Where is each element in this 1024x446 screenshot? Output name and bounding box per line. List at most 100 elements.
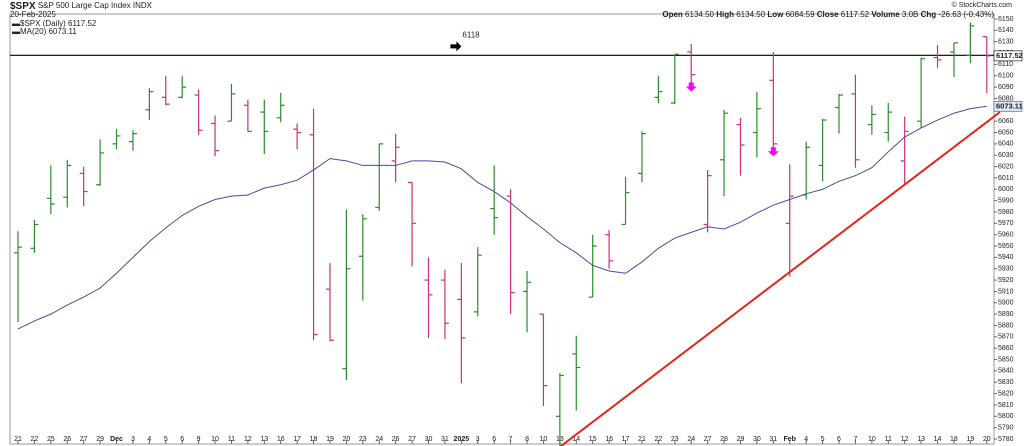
y-tick-label: 5940 bbox=[998, 254, 1014, 261]
x-tick-label: 27 bbox=[408, 436, 416, 443]
x-tick-label: 12 bbox=[901, 436, 909, 443]
x-tick-label: 30 bbox=[425, 436, 433, 443]
stat-label: Chg bbox=[921, 10, 937, 19]
x-tick-label: 3 bbox=[476, 436, 480, 443]
x-tick-label: 18 bbox=[950, 436, 958, 443]
y-tick-label: 5990 bbox=[998, 197, 1014, 204]
x-tick-label: 6 bbox=[492, 436, 496, 443]
arrow bbox=[450, 41, 462, 52]
y-tick-label: 6020 bbox=[998, 163, 1014, 170]
x-tick-label: 19 bbox=[966, 436, 974, 443]
x-tick-label: 22 bbox=[31, 436, 39, 443]
y-tick-label: 5890 bbox=[998, 311, 1014, 318]
value-tag-label: 6073.11 bbox=[996, 101, 1023, 110]
x-tick-label: 24 bbox=[375, 436, 383, 443]
legend-ma: ▬MA(20) 6073.11 bbox=[12, 27, 77, 36]
y-tick-label: 5860 bbox=[998, 345, 1014, 352]
y-tick-label: 6150 bbox=[998, 16, 1014, 23]
y-tick-label: 6030 bbox=[998, 152, 1014, 159]
x-tick-label: 16 bbox=[277, 436, 285, 443]
y-tick-label: 5930 bbox=[998, 266, 1014, 273]
y-tick-label: 6140 bbox=[998, 27, 1014, 34]
y-tick-label: 5910 bbox=[998, 288, 1014, 295]
y-tick-label: 6110 bbox=[998, 61, 1013, 68]
value-tag bbox=[993, 100, 1023, 112]
value-tag-label: 6117.52 bbox=[996, 51, 1023, 60]
y-tick-label: 5880 bbox=[998, 322, 1014, 329]
x-tick-label: 2025 bbox=[454, 436, 470, 443]
y-tick-label: 5870 bbox=[998, 334, 1014, 341]
x-tick-label: 12 bbox=[244, 436, 252, 443]
x-tick-label: 28 bbox=[720, 436, 728, 443]
y-tick-label: 5840 bbox=[998, 368, 1014, 375]
stat-value: 6134.50 bbox=[685, 10, 714, 19]
x-tick-label: 24 bbox=[687, 436, 695, 443]
x-tick-label: 23 bbox=[671, 436, 679, 443]
x-tick-label: 27 bbox=[704, 436, 712, 443]
x-tick-label: 27 bbox=[80, 436, 88, 443]
stat-value: -26.63 (-0.43%) bbox=[938, 10, 994, 19]
stat-value: 6134.50 bbox=[736, 10, 765, 19]
x-tick-label: 29 bbox=[737, 436, 745, 443]
x-tick-label: Feb bbox=[784, 436, 796, 443]
chart-date: 20-Feb-2025 bbox=[10, 10, 56, 19]
x-tick-label: 5 bbox=[164, 436, 168, 443]
plot-frame bbox=[9, 13, 995, 445]
y-tick-label: 6130 bbox=[998, 39, 1014, 46]
y-tick-label: 5950 bbox=[998, 243, 1014, 250]
stat-value: 6084.59 bbox=[786, 10, 815, 19]
x-tick-label: 11 bbox=[885, 436, 892, 443]
y-tick-label: 5920 bbox=[998, 277, 1014, 284]
x-tick-label: 11 bbox=[228, 436, 235, 443]
y-tick-label: 6040 bbox=[998, 141, 1014, 148]
stat-label: High bbox=[716, 10, 734, 19]
x-tick-label: 30 bbox=[753, 436, 761, 443]
stat-label: Low bbox=[767, 10, 784, 19]
hline-label: 6118 bbox=[462, 30, 480, 39]
x-tick-label: 26 bbox=[63, 436, 71, 443]
stat-value: 3.0B bbox=[902, 10, 918, 19]
value-tag bbox=[993, 50, 1023, 62]
y-tick-label: 6100 bbox=[998, 73, 1014, 80]
y-tick-label: 5960 bbox=[998, 232, 1014, 239]
x-tick-label: 10 bbox=[540, 436, 548, 443]
chart-title: $SPX S&P 500 Large Cap Index INDX bbox=[10, 1, 153, 12]
x-tick-label: 26 bbox=[392, 436, 400, 443]
y-tick-label: 6050 bbox=[998, 129, 1014, 136]
down-arrow bbox=[685, 82, 697, 92]
x-tick-label: 10 bbox=[211, 436, 219, 443]
y-tick-label: 5850 bbox=[998, 356, 1014, 363]
x-tick-label: 31 bbox=[441, 436, 449, 443]
x-tick-label: 6 bbox=[180, 436, 184, 443]
y-tick-label: 5800 bbox=[998, 413, 1014, 420]
x-tick-label: 6 bbox=[837, 436, 841, 443]
x-tick-label: 13 bbox=[917, 436, 925, 443]
x-tick-label: 18 bbox=[310, 436, 318, 443]
x-tick-label: 25 bbox=[47, 436, 55, 443]
y-tick-label: 5780 bbox=[998, 436, 1014, 443]
x-tick-label: 19 bbox=[326, 436, 334, 443]
trendline bbox=[559, 111, 1001, 446]
x-tick-label: 21 bbox=[14, 436, 22, 443]
x-tick-label: 22 bbox=[654, 436, 662, 443]
stat-label: Volume bbox=[871, 10, 900, 19]
x-tick-label: 17 bbox=[622, 436, 630, 443]
y-tick-label: 6010 bbox=[998, 175, 1014, 182]
y-tick-label: 5790 bbox=[998, 424, 1014, 431]
x-tick-label: 3 bbox=[131, 436, 135, 443]
x-tick-label: 21 bbox=[638, 436, 646, 443]
x-tick-label: 14 bbox=[572, 436, 580, 443]
x-tick-label: Dec bbox=[110, 436, 123, 443]
x-tick-label: 16 bbox=[605, 436, 613, 443]
x-tick-label: 14 bbox=[934, 436, 942, 443]
x-tick-label: 7 bbox=[509, 436, 513, 443]
x-tick-label: 23 bbox=[359, 436, 367, 443]
ma-line bbox=[17, 105, 987, 330]
down-arrow bbox=[767, 147, 779, 157]
credit: © StockCharts.com bbox=[952, 1, 1013, 9]
x-tick-label: 10 bbox=[868, 436, 876, 443]
stat-label: Open bbox=[662, 10, 683, 19]
x-tick-label: 4 bbox=[804, 436, 808, 443]
y-tick-label: 5900 bbox=[998, 300, 1014, 307]
x-tick-label: 7 bbox=[853, 436, 857, 443]
